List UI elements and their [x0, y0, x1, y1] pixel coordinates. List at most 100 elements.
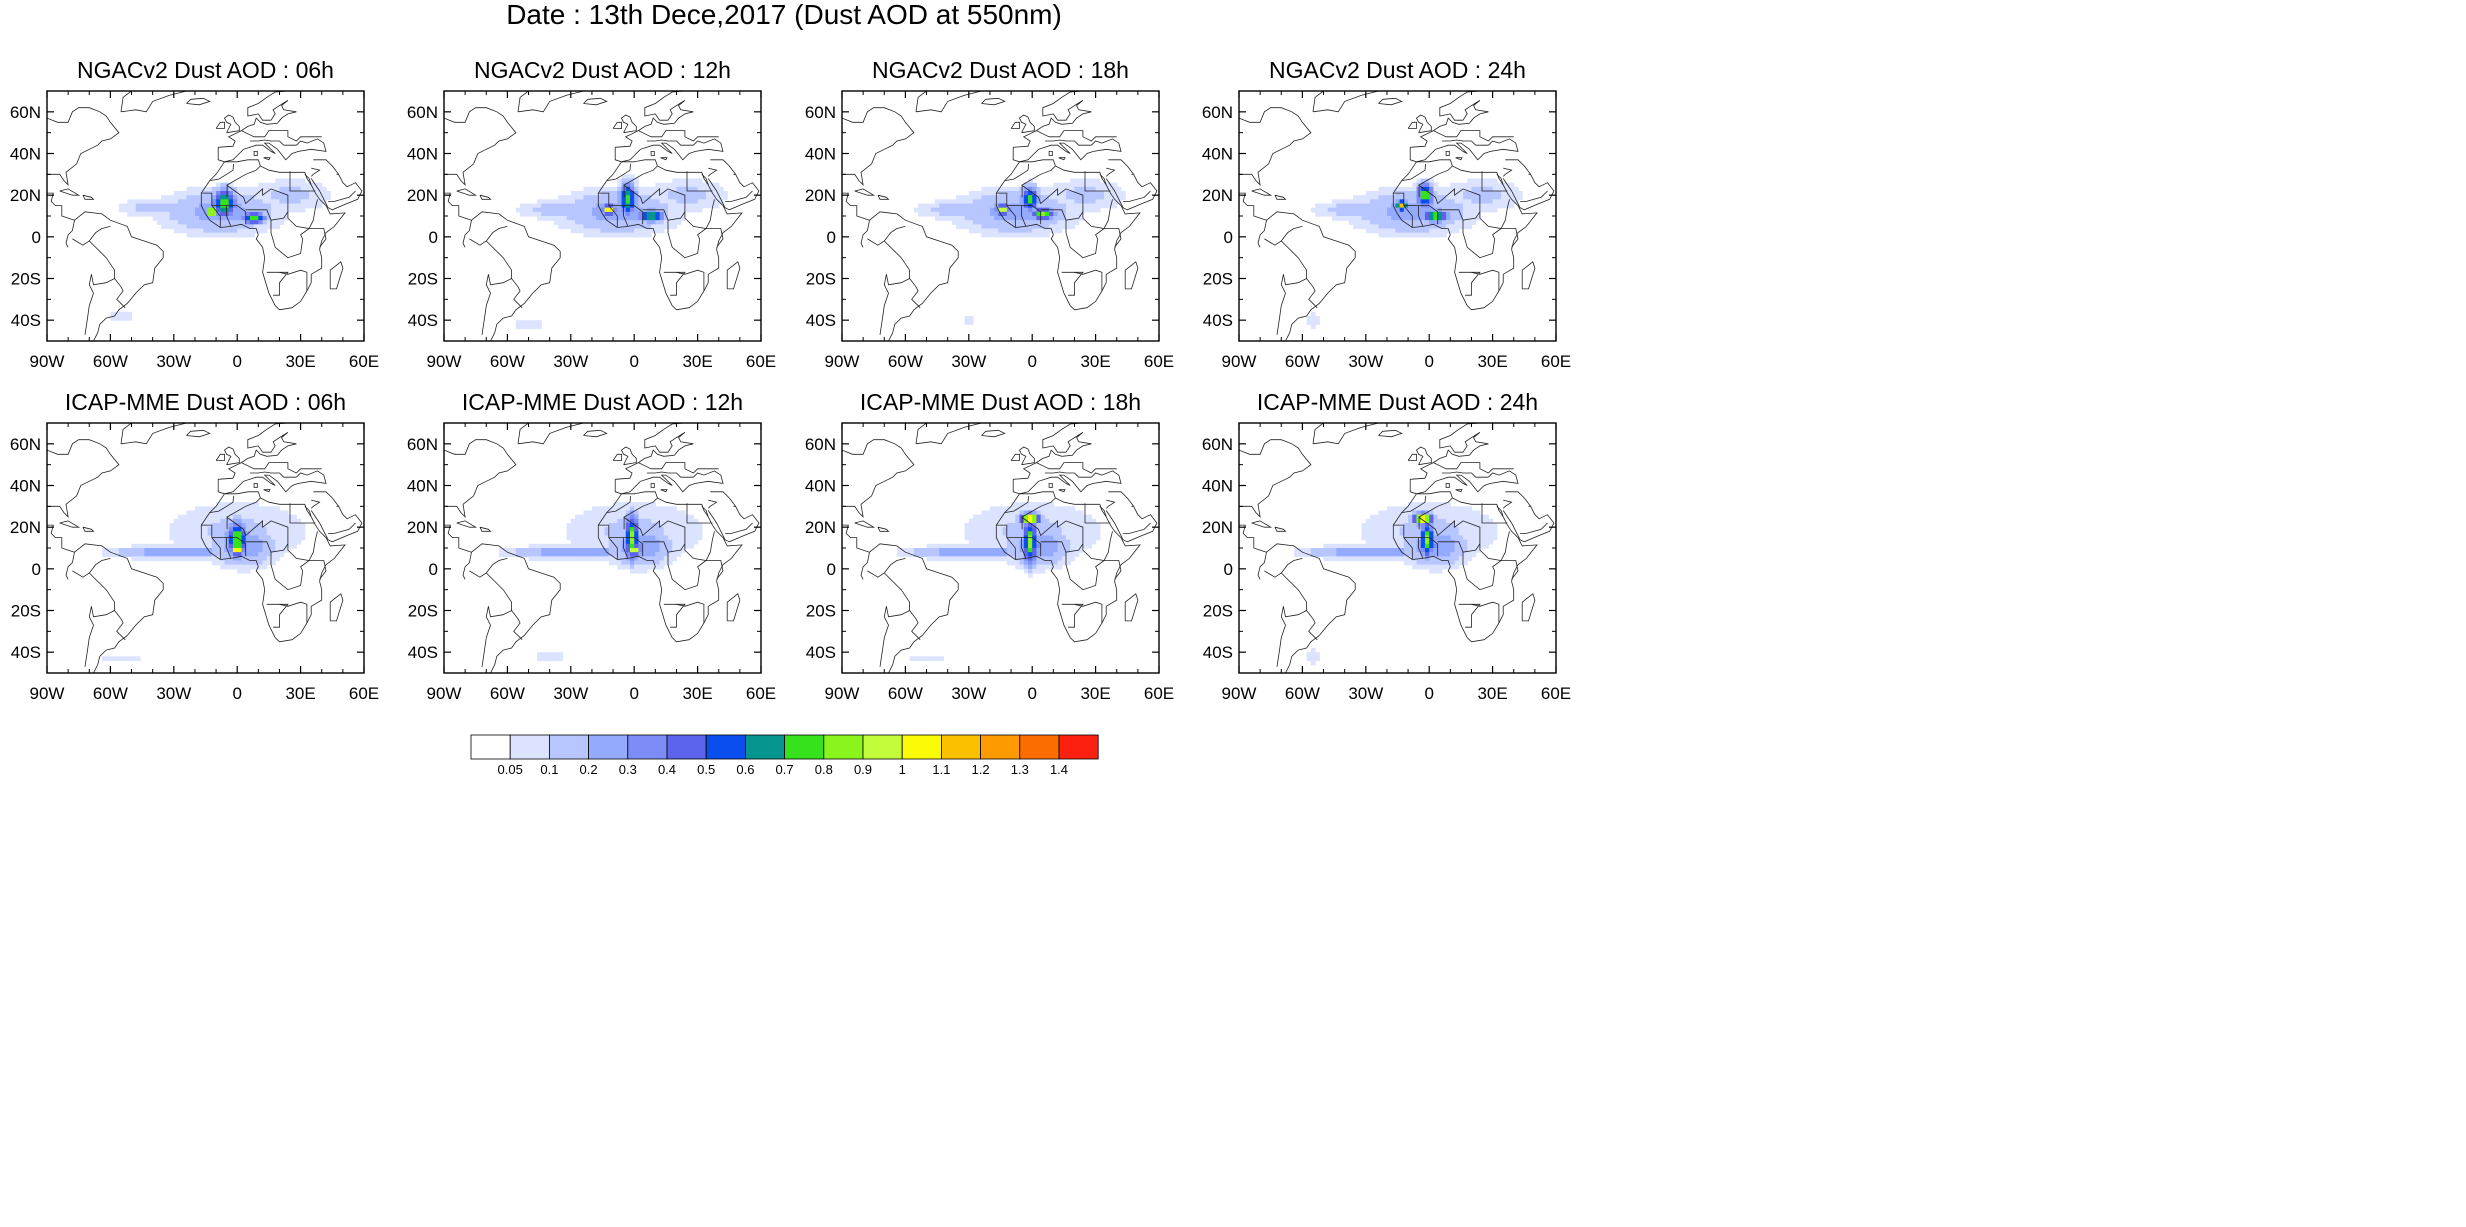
aod-cell: [131, 207, 137, 213]
aod-cell: [532, 556, 538, 562]
aod-cell: [981, 548, 987, 553]
aod-cell: [896, 548, 902, 553]
aod-cell: [587, 548, 593, 553]
aod-cell: [161, 203, 166, 209]
coastline-path: [313, 159, 339, 175]
aod-cell: [1049, 523, 1054, 528]
aod-cell: [579, 195, 585, 200]
aod-cell: [262, 543, 268, 549]
aod-cell: [672, 548, 678, 553]
aod-cell: [262, 195, 268, 200]
aod-cell: [1416, 178, 1422, 184]
aod-cell: [655, 186, 661, 192]
colorbar-box: [784, 734, 825, 760]
panel-title: ICAP-MME Dust AOD : 18h: [860, 389, 1141, 415]
aod-cell: [220, 199, 226, 205]
aod-cell: [1441, 543, 1447, 549]
aod-cell: [1463, 510, 1468, 516]
aod-cell: [1340, 207, 1346, 213]
aod-cell: [1403, 556, 1409, 562]
aod-cell: [228, 216, 234, 221]
aod-cell: [1488, 182, 1494, 188]
aod-cell: [127, 199, 133, 205]
aod-cell: [1057, 514, 1063, 520]
aod-cell: [1023, 186, 1029, 192]
aod-cell: [156, 203, 162, 209]
aod-cell: [579, 531, 585, 537]
aod-cell: [1340, 199, 1346, 205]
aod-cell: [1040, 527, 1046, 532]
aod-cell: [241, 216, 247, 221]
aod-cell: [1353, 556, 1358, 562]
aod-cell: [249, 186, 255, 192]
colorbar-box: [1019, 734, 1060, 760]
aod-cell: [684, 527, 690, 532]
lon-label: 60W: [888, 684, 923, 703]
aod-cell: [101, 548, 107, 553]
aod-cell: [232, 502, 238, 507]
aod-cell: [1319, 203, 1325, 209]
aod-cell: [1424, 216, 1430, 221]
coastline-path: [667, 552, 707, 591]
aod-cell: [1027, 228, 1033, 234]
coastline-path: [1407, 453, 1417, 461]
aod-cell: [638, 548, 644, 553]
aod-cell: [646, 191, 652, 196]
aod-cell: [1492, 527, 1498, 532]
aod-cell: [1112, 203, 1118, 209]
aod-cell: [676, 510, 682, 516]
aod-cell: [1327, 207, 1333, 213]
coastline-path: [1044, 471, 1092, 478]
coastline-path: [209, 163, 234, 181]
aod-cell: [1382, 539, 1388, 545]
lat-label: 60N: [1202, 103, 1233, 122]
aod-cell: [718, 195, 724, 200]
aod-cell: [1412, 523, 1418, 528]
aod-cell: [266, 182, 272, 188]
aod-cell: [981, 207, 987, 213]
aod-cell: [1032, 527, 1038, 532]
aod-cell: [279, 182, 285, 188]
lon-label: 60E: [349, 684, 379, 703]
aod-cell: [1467, 552, 1473, 557]
aod-cell: [549, 552, 555, 557]
aod-cell: [1420, 199, 1426, 205]
aod-cell: [1066, 211, 1071, 217]
aod-cell: [956, 199, 961, 205]
aod-cell: [964, 211, 970, 217]
aod-cell: [224, 232, 230, 238]
aod-cell: [173, 535, 179, 541]
aod-cell: [714, 191, 720, 196]
aod-cell: [926, 211, 932, 217]
aod-cell: [1437, 510, 1443, 516]
aod-cell: [1437, 216, 1443, 221]
coastline-path: [1105, 167, 1116, 177]
aod-cell: [608, 527, 614, 532]
aod-cell: [190, 228, 196, 234]
aod-cell: [977, 228, 983, 234]
aod-cell: [1420, 191, 1426, 196]
lat-label: 20S: [11, 602, 41, 621]
coastline-path: [120, 91, 187, 113]
aod-cell: [575, 518, 580, 524]
aod-cell: [600, 232, 606, 238]
coastline-path: [241, 130, 322, 142]
aod-cell: [1429, 568, 1435, 574]
aod-cell: [190, 203, 196, 209]
aod-cell: [1509, 191, 1515, 196]
aod-cell: [279, 211, 285, 217]
aod-cell: [625, 523, 631, 528]
aod-cell: [1458, 224, 1464, 230]
aod-cell: [697, 195, 703, 200]
aod-cell: [964, 523, 970, 528]
aod-cell: [613, 232, 618, 238]
aod-cell: [1416, 216, 1422, 221]
aod-cell: [139, 207, 145, 213]
aod-cell: [190, 232, 196, 238]
aod-cell: [300, 207, 306, 213]
aod-cell: [629, 548, 635, 553]
aod-cell: [1471, 211, 1477, 217]
aod-cell: [672, 506, 678, 512]
lat-label: 0: [32, 560, 41, 579]
aod-cell: [139, 543, 145, 549]
